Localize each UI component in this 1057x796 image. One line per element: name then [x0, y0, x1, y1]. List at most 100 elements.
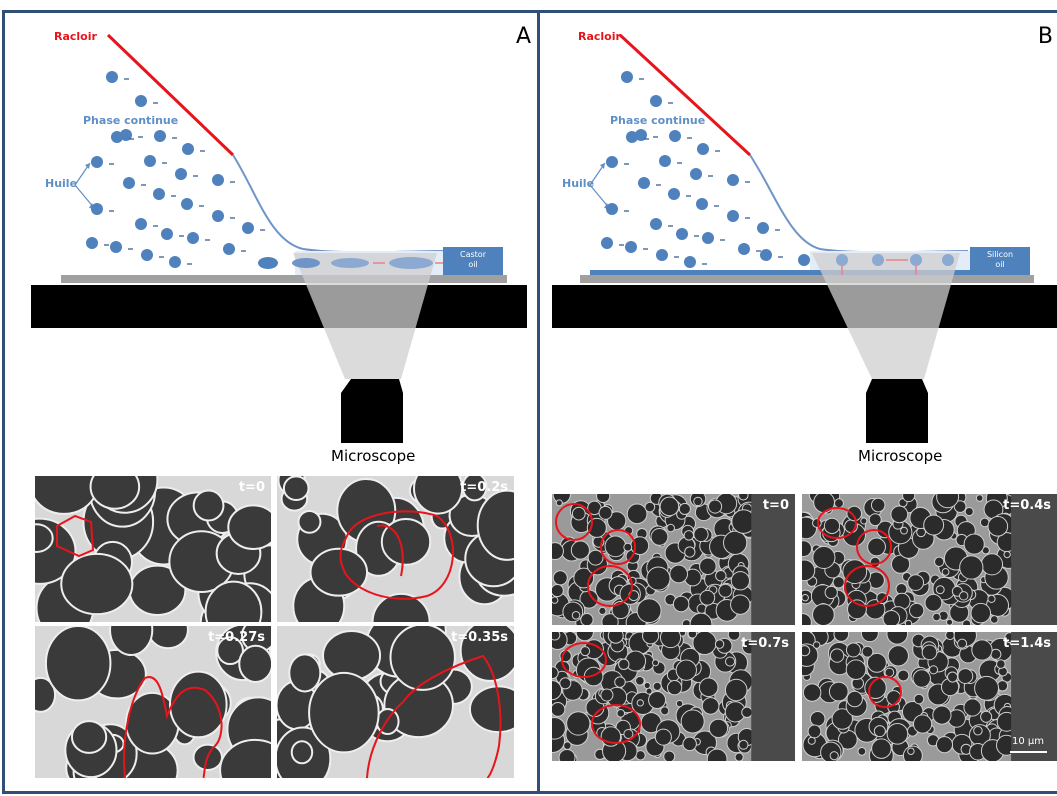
droplet-spot [724, 678, 748, 702]
foam-cell [380, 518, 432, 566]
diagram-a [31, 33, 527, 443]
oil-droplet [650, 95, 662, 107]
droplet-spot [809, 711, 826, 727]
film-edge [1011, 632, 1057, 761]
film-droplet [836, 254, 848, 266]
droplet-spot [693, 496, 703, 507]
droplet-spot [871, 738, 892, 759]
droplet-spot [870, 497, 886, 513]
droplet-spot [707, 499, 723, 514]
droplet-spot [706, 748, 728, 761]
droplet-spot [652, 659, 660, 667]
droplet-spot [600, 688, 614, 702]
droplet-spot [571, 506, 586, 521]
tracked-droplet-outline [817, 507, 857, 539]
light-cone [293, 253, 437, 379]
droplet-spot [907, 574, 925, 592]
droplet-spot [802, 683, 822, 702]
oil-droplet [702, 232, 714, 244]
droplet-spot [802, 613, 812, 625]
droplet-spot [598, 505, 613, 520]
droplet-spot [829, 648, 845, 663]
oil-droplet [638, 177, 650, 189]
droplet-spot [562, 601, 584, 623]
droplet-spot [741, 706, 753, 719]
droplet-spot [829, 751, 839, 761]
droplet-spot [570, 540, 590, 560]
oil-label-line1: Silicon [986, 250, 1014, 259]
droplet-spot [587, 549, 604, 566]
oil-droplet [187, 232, 199, 244]
tracked-droplet-outline [856, 529, 892, 565]
huile-label: Huile [45, 177, 78, 190]
droplet-spot [873, 725, 886, 738]
microscope-label: Microscope [331, 447, 416, 465]
droplet-spot [802, 540, 812, 557]
micrograph-a-1: t=0 [35, 476, 271, 622]
droplet-spot [598, 606, 607, 615]
droplet-spot [963, 698, 982, 717]
foam-cell [70, 720, 108, 754]
droplets-a [86, 71, 265, 268]
droplet-spot [663, 750, 676, 761]
droplet-spot [552, 596, 559, 604]
flat-droplet [292, 258, 320, 268]
time-label: t=0.2s [460, 480, 508, 495]
droplet-spot [552, 680, 563, 701]
droplet-spot [652, 681, 662, 691]
racloir-label: Racloir [54, 30, 97, 43]
foam-cell [204, 580, 263, 622]
silicone-film [590, 270, 970, 275]
oil-droplet [141, 249, 153, 261]
droplet-spot [625, 650, 647, 672]
droplet-spot [860, 632, 879, 643]
film-droplet [942, 254, 954, 266]
droplet-spot [907, 747, 915, 755]
oil-droplet [223, 243, 235, 255]
foam-cell [413, 476, 464, 515]
droplet-spot [601, 613, 619, 625]
castor-oil-box: Castor oil [443, 247, 503, 275]
droplet-spot [708, 718, 729, 739]
droplet-spot [644, 501, 656, 513]
droplet-spot [932, 705, 952, 725]
foam-cell [282, 476, 310, 502]
oil-droplet [676, 228, 688, 240]
film-edge [751, 494, 795, 625]
droplet-spot [580, 613, 594, 625]
droplet-spot [857, 747, 867, 756]
droplet-spot [861, 645, 874, 658]
foam-cell [308, 671, 380, 754]
foam-cell [375, 707, 400, 736]
droplet-spot [980, 553, 1004, 576]
droplet-spot [648, 691, 667, 709]
droplet-spot [616, 709, 626, 718]
oil-droplet [635, 129, 647, 141]
droplet-spot [824, 585, 838, 600]
oil-droplet [135, 218, 147, 230]
droplet-spot [687, 632, 698, 639]
foam-cell [219, 738, 271, 778]
light-cone [812, 253, 960, 379]
droplet-spot [666, 523, 675, 533]
film-droplet [910, 254, 922, 266]
droplet-spot [580, 646, 591, 657]
micrograph-a-4: t=0.35s [277, 626, 514, 778]
droplet-spot [699, 557, 717, 576]
flat-droplet [389, 257, 433, 269]
foam-cell [35, 676, 57, 713]
droplet-spot [650, 527, 669, 546]
oil-droplet [760, 249, 772, 261]
diagram-b [552, 33, 1057, 443]
oil-droplet [123, 177, 135, 189]
oil-droplet [621, 71, 633, 83]
droplet-spot [924, 593, 943, 612]
micrograph-image [552, 494, 795, 625]
droplet-spot [876, 592, 889, 604]
droplet-spot [659, 632, 682, 649]
oil-droplet [738, 243, 750, 255]
tracked-droplet-outline [561, 642, 607, 678]
droplet-spot [680, 709, 705, 734]
panel-a: Racloir Phase continue Huile A Castor oi… [2, 10, 542, 794]
oil-droplet [212, 210, 224, 222]
